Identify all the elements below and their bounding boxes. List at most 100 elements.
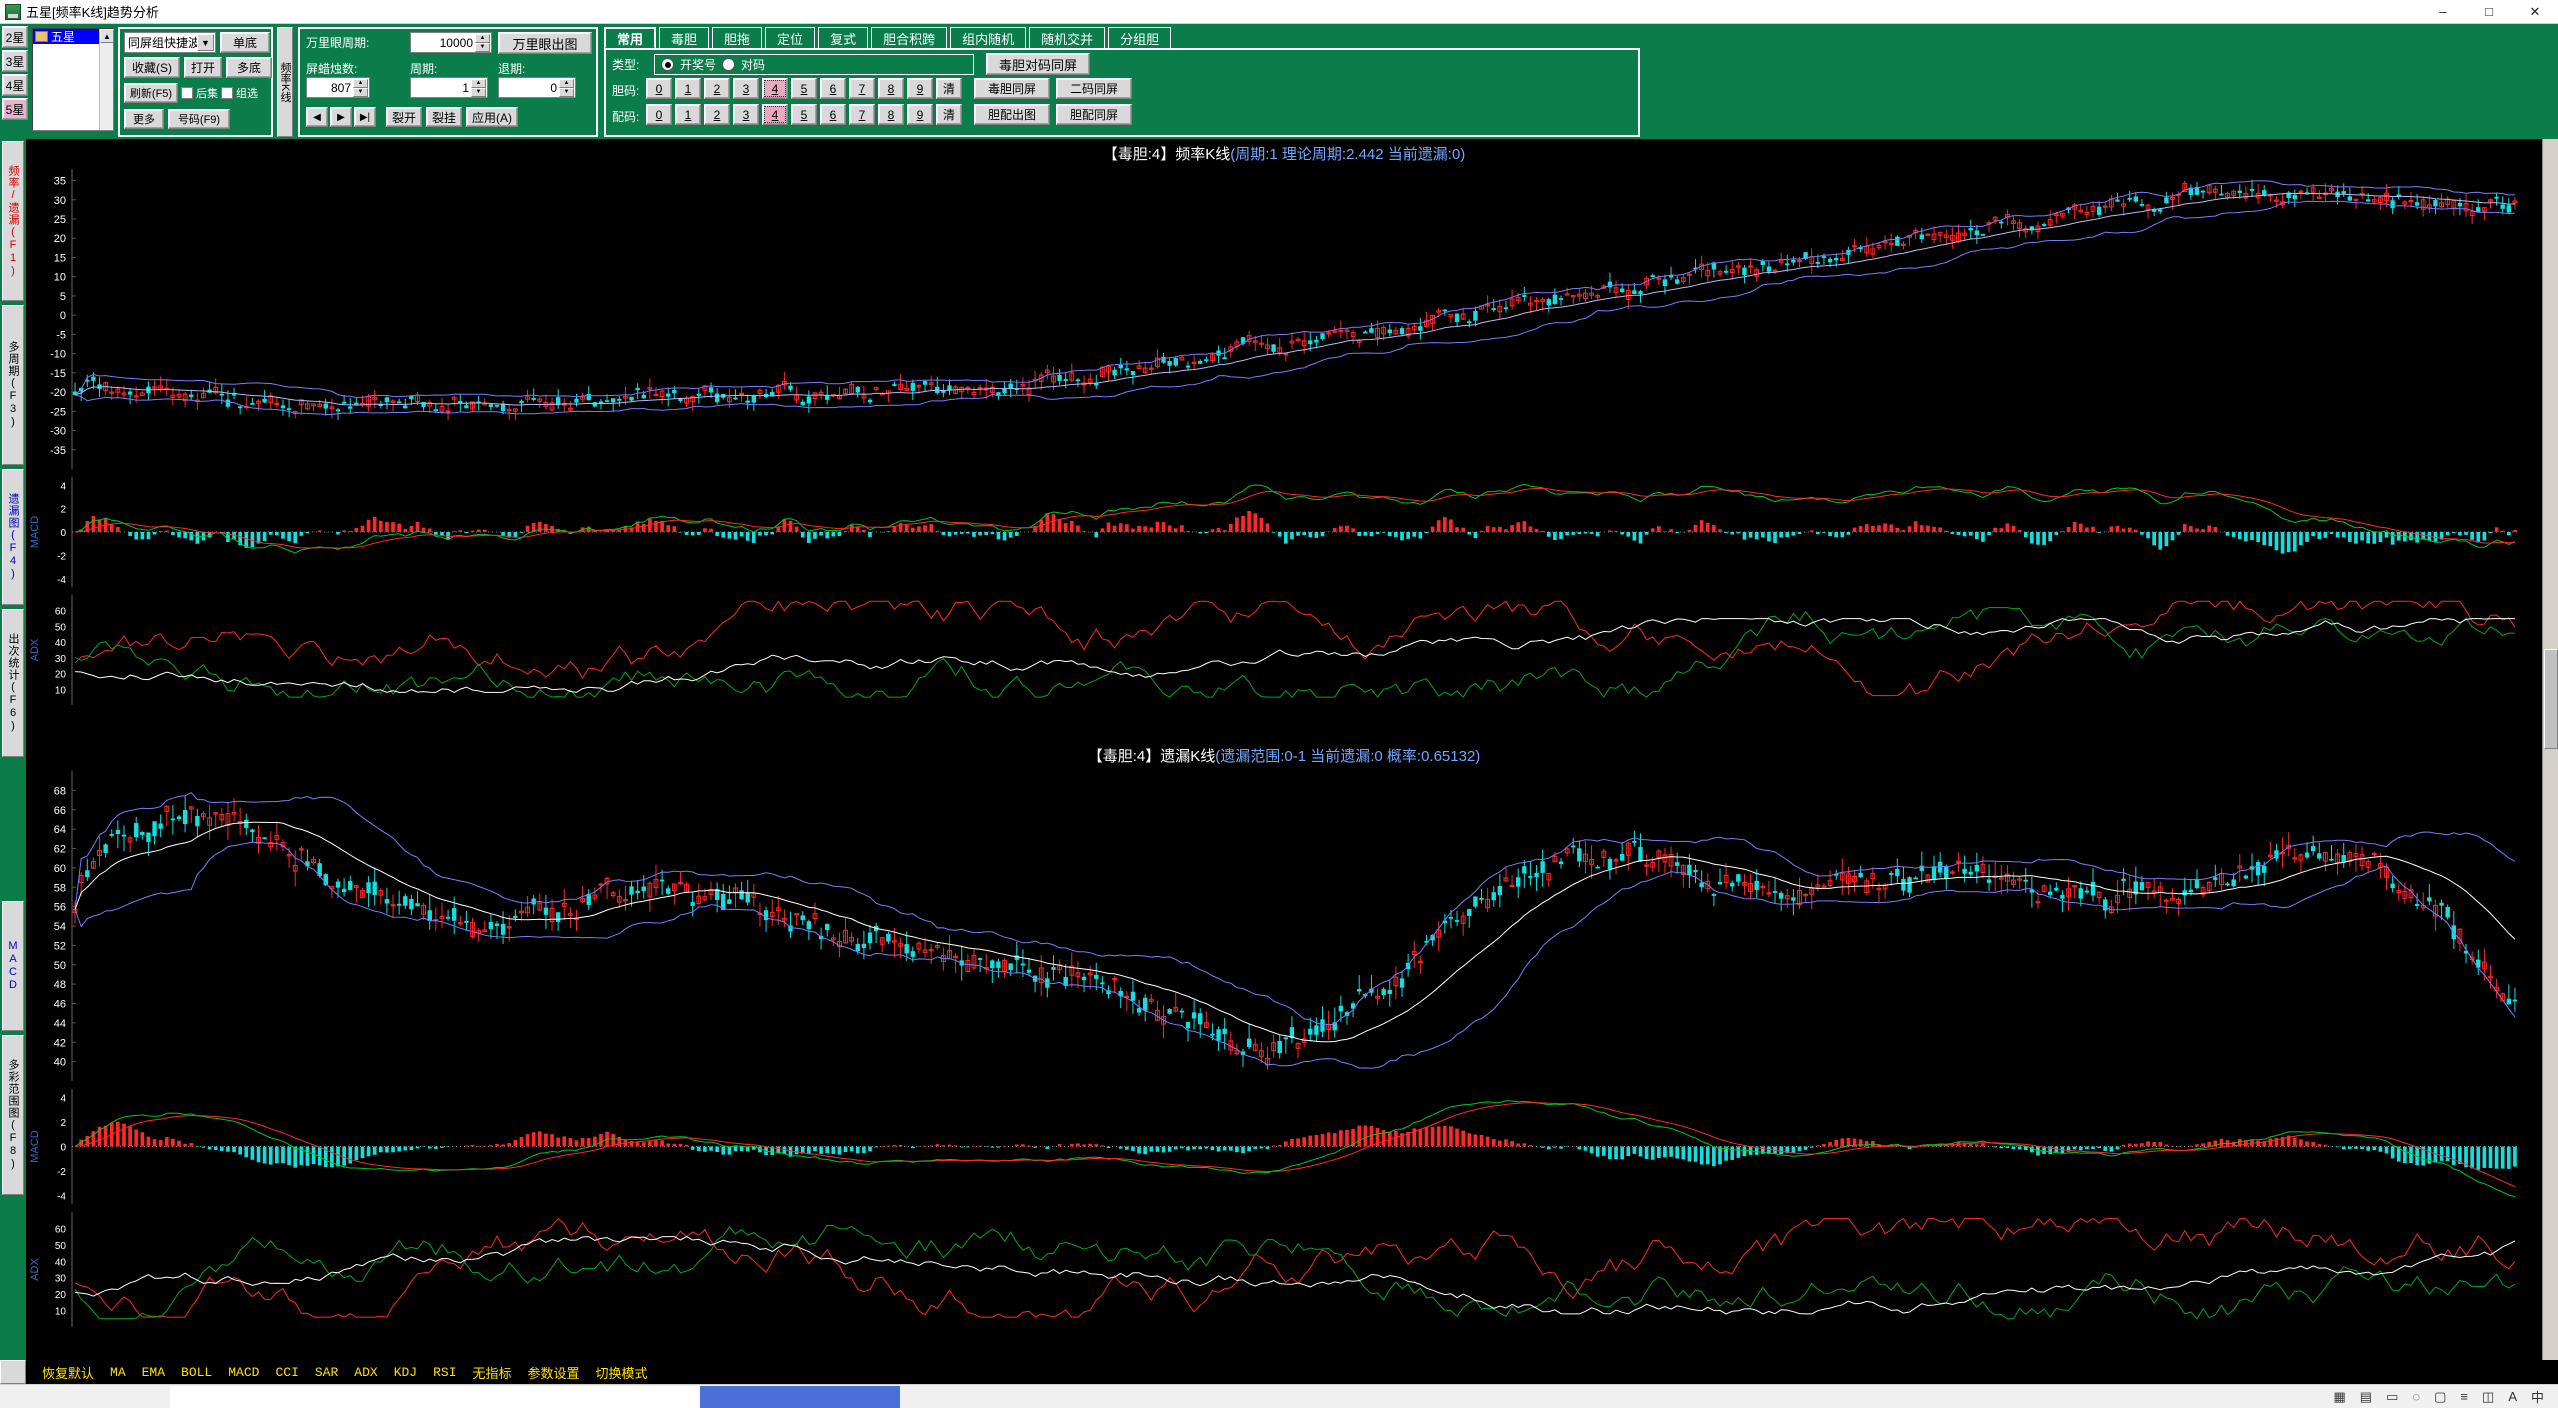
tab-suijijiaobing[interactable]: 随机交并 xyxy=(1029,27,1106,49)
pei-digit-9[interactable]: 9 xyxy=(907,104,933,125)
erma-tongping-button[interactable]: 二码同屏 xyxy=(1056,78,1132,99)
lines-icon[interactable]: ≡ xyxy=(2460,1389,2469,1404)
number-button[interactable]: 号码(F9) xyxy=(168,109,230,129)
dudan-tongping-button[interactable]: 毒胆同屏 xyxy=(974,78,1050,99)
nav-last-button[interactable]: ▶| xyxy=(354,107,376,127)
indicator-sar[interactable]: SAR xyxy=(314,1364,339,1380)
star-button-4[interactable]: 4星 xyxy=(2,74,28,96)
drag-handle[interactable] xyxy=(0,1360,26,1384)
pei-digit-0[interactable]: 0 xyxy=(646,104,672,125)
danpei-tongping-button[interactable]: 胆配同屏 xyxy=(1056,104,1132,125)
quick-group-combo[interactable]: 同屏组快捷波 ▼ xyxy=(124,32,216,53)
lang-cn-indicator[interactable]: 中 xyxy=(2530,1390,2544,1405)
dan-digit-9[interactable]: 9 xyxy=(907,78,933,99)
back-set-checkbox[interactable] xyxy=(181,87,193,99)
dan-digit-3[interactable]: 3 xyxy=(733,78,759,99)
indicator-none[interactable]: 无指标 xyxy=(472,1365,512,1381)
spinner-icon[interactable]: ▲ ▼ xyxy=(559,79,574,97)
dan-digit-6[interactable]: 6 xyxy=(820,78,846,99)
listbox-scrollbar[interactable]: ▲ xyxy=(99,29,114,130)
indicator-kdj[interactable]: KDJ xyxy=(393,1364,418,1380)
dudan-duima-tongping-button[interactable]: 毒胆对码同屏 xyxy=(986,53,1090,75)
nav-prev-button[interactable]: ◀ xyxy=(306,107,328,127)
rail-item-macd[interactable]: MACD xyxy=(2,901,24,1031)
dan-digit-8[interactable]: 8 xyxy=(878,78,904,99)
open-button[interactable]: 打开 xyxy=(184,57,222,78)
pei-digit-3[interactable]: 3 xyxy=(733,104,759,125)
indicator-restore-default[interactable]: 恢复默认 xyxy=(42,1365,95,1381)
refresh-button[interactable]: 刷新(F5) xyxy=(124,83,178,103)
wanliyan-export-button[interactable]: 万里眼出图 xyxy=(498,32,592,54)
dan-clear-button[interactable]: 清 xyxy=(936,78,962,99)
radio-kaijianghao[interactable] xyxy=(661,58,674,71)
candle-count-input[interactable]: 807 ▲ ▼ xyxy=(306,77,370,98)
tab-fushi[interactable]: 复式 xyxy=(818,27,869,49)
pei-digit-2[interactable]: 2 xyxy=(704,104,730,125)
retreat-input[interactable]: 0 ▲ ▼ xyxy=(498,77,576,98)
scrollbar-thumb[interactable] xyxy=(2544,649,2558,749)
indicator-ema[interactable]: EMA xyxy=(141,1364,166,1380)
single-bottom-button[interactable]: 单底 xyxy=(220,32,270,53)
lang-a-indicator[interactable]: A xyxy=(2508,1389,2517,1404)
dan-digit-5[interactable]: 5 xyxy=(791,78,817,99)
square-icon[interactable]: ▢ xyxy=(2434,1388,2447,1404)
favorite-button[interactable]: 收藏(S) xyxy=(124,57,180,78)
rail-item-multiperiod[interactable]: 多周期(F3) xyxy=(2,305,24,465)
group-listbox[interactable]: 五星 ▲ xyxy=(32,28,114,131)
spinner-icon[interactable]: ▲ ▼ xyxy=(475,34,490,52)
indicator-ma[interactable]: MA xyxy=(110,1364,126,1380)
rail-item-color-range[interactable]: 多彩范围图(F8) xyxy=(2,1035,24,1195)
dan-digit-7[interactable]: 7 xyxy=(849,78,875,99)
dan-digit-4[interactable]: 4 xyxy=(762,78,788,99)
frequency-kline-vtab[interactable]: 频率K线 xyxy=(277,27,293,137)
multi-bottom-button[interactable]: 多底 xyxy=(226,57,272,78)
spinner-icon[interactable]: ▲ ▼ xyxy=(471,79,486,97)
spinner-icon[interactable]: ▲ ▼ xyxy=(353,79,368,97)
tab-fenzudan[interactable]: 分组胆 xyxy=(1108,27,1172,49)
hang-button[interactable]: 裂挂 xyxy=(426,107,462,127)
list-item[interactable]: 五星 xyxy=(33,29,113,44)
circle-icon[interactable]: ◌ xyxy=(2412,1389,2421,1404)
minus-icon[interactable]: ▭ xyxy=(2386,1388,2399,1404)
star-button-5[interactable]: 5星 xyxy=(2,98,28,120)
tab-dantuo[interactable]: 胆拖 xyxy=(712,27,763,49)
indicator-cci[interactable]: CCI xyxy=(275,1364,299,1380)
cycle-input[interactable]: 1 ▲ ▼ xyxy=(410,77,488,98)
tab-danhejikua[interactable]: 胆合积跨 xyxy=(871,27,948,49)
indicator-param-settings[interactable]: 参数设置 xyxy=(527,1365,580,1381)
tab-changyong[interactable]: 常用 xyxy=(604,27,657,49)
rail-item-missing-chart[interactable]: 遗漏图(F4) xyxy=(2,469,24,605)
tab-dingwei[interactable]: 定位 xyxy=(765,27,816,49)
tab-zuneisuiji[interactable]: 组内随机 xyxy=(950,27,1027,49)
rail-item-occurrence-stats[interactable]: 出次统计(F6) xyxy=(2,609,24,757)
pei-digit-1[interactable]: 1 xyxy=(675,104,701,125)
tab-dudan[interactable]: 毒胆 xyxy=(659,27,710,49)
wanliyan-period-input[interactable]: 10000 ▲ ▼ xyxy=(410,32,492,53)
pei-digit-8[interactable]: 8 xyxy=(878,104,904,125)
radio-duima[interactable] xyxy=(722,58,736,71)
chevron-down-icon[interactable]: ▼ xyxy=(197,34,214,51)
indicator-rsi[interactable]: RSI xyxy=(433,1364,457,1380)
indicator-adx[interactable]: ADX xyxy=(354,1364,378,1380)
list-icon[interactable]: ▤ xyxy=(2359,1388,2373,1404)
pei-digit-6[interactable]: 6 xyxy=(820,104,846,125)
rail-item-frequency[interactable]: 频率/遗漏(F1) xyxy=(2,141,24,301)
star-button-3[interactable]: 3星 xyxy=(2,50,28,72)
more-button[interactable]: 更多 xyxy=(124,109,164,129)
apply-button[interactable]: 应用(A) xyxy=(466,107,518,127)
nav-next-button[interactable]: ▶ xyxy=(330,107,352,127)
dan-digit-1[interactable]: 1 xyxy=(675,78,701,99)
star-button-2[interactable]: 2星 xyxy=(2,26,28,48)
pei-clear-button[interactable]: 清 xyxy=(936,104,962,125)
dan-digit-0[interactable]: 0 xyxy=(646,78,672,99)
split-button[interactable]: 裂开 xyxy=(386,107,422,127)
indicator-switch-mode[interactable]: 切换模式 xyxy=(595,1365,648,1381)
danpei-chutu-button[interactable]: 胆配出图 xyxy=(974,104,1050,125)
indicator-boll[interactable]: BOLL xyxy=(181,1364,213,1380)
dan-digit-2[interactable]: 2 xyxy=(704,78,730,99)
chart-icon[interactable]: ◫ xyxy=(2482,1388,2495,1404)
chevron-up-icon[interactable]: ▲ xyxy=(100,29,114,43)
indicator-macd[interactable]: MACD xyxy=(228,1364,260,1380)
group-select-checkbox[interactable] xyxy=(221,87,233,99)
maximize-button[interactable]: □ xyxy=(2485,4,2493,19)
